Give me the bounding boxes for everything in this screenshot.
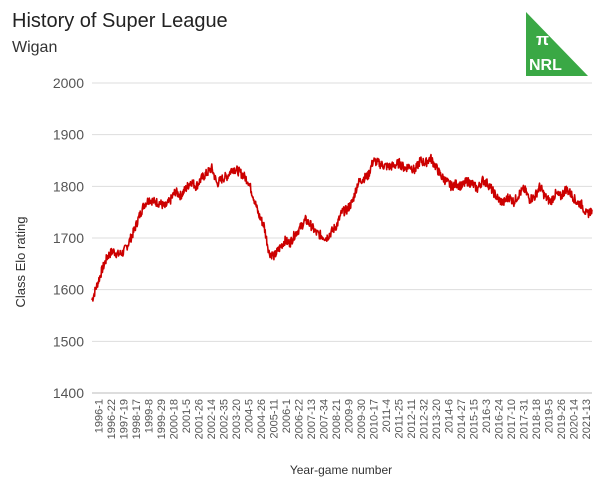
x-tick-label: 2006-22 [293,399,305,439]
x-tick-label: 2006-1 [281,399,293,433]
x-tick-label: 2009-30 [356,399,368,439]
x-tick-label: 2013-20 [431,399,443,439]
x-tick-label: 1999-8 [143,399,155,433]
x-tick-label: 2018-18 [531,399,543,439]
x-tick-label: 2002-35 [218,399,230,439]
y-tick-label: 1900 [53,127,84,143]
x-tick-label: 1996-22 [106,399,118,439]
logo-nrl: NRL [529,57,562,74]
x-tick-label: 2019-5 [543,399,555,433]
x-tick-label: 2011-4 [381,399,393,432]
x-axis: 1996-1 1996-22 1997-19 1998-17 1999-8 1999-29… [93,399,593,439]
chart-title: History of Super League [12,10,228,32]
y-tick-label: 2000 [53,75,84,91]
x-tick-label: 2015-15 [468,399,480,439]
y-axis: 1400 1500 1600 1700 1800 1900 2000 [53,75,84,401]
y-tick-label: 1700 [53,230,84,246]
x-axis-label: Year-game number [290,463,392,477]
x-tick-label: 2003-20 [231,399,243,439]
x-tick-label: 2012-32 [418,399,430,439]
x-tick-label: 2021-13 [581,399,593,439]
x-tick-label: 2007-13 [306,399,318,439]
x-tick-label: 2010-17 [368,399,380,439]
pinrl-logo-icon: π NRL [526,12,588,76]
x-tick-label: 2020-14 [568,399,580,439]
chart-gridlines [92,82,592,394]
y-tick-label: 1400 [53,385,84,401]
x-tick-label: 1997-19 [118,399,130,439]
x-tick-label: 2001-26 [193,399,205,439]
x-tick-label: 2008-21 [331,399,343,439]
x-tick-label: 1998-17 [131,399,143,439]
x-tick-label: 2004-5 [243,399,255,433]
x-tick-label: 2007-34 [318,399,330,439]
y-axis-label: Class Elo rating [13,216,28,307]
x-tick-label: 2017-31 [518,399,530,439]
y-tick-label: 1600 [53,282,84,298]
x-tick-label: 2001-5 [181,399,193,433]
x-tick-label: 1999-29 [156,399,168,439]
x-tick-label: 2014-27 [456,399,468,439]
series-line-wigan-elo [91,153,593,302]
x-tick-label: 2016-24 [493,399,505,439]
chart-subtitle: Wigan [12,39,58,56]
x-tick-label: 2012-11 [406,399,418,439]
x-tick-label: 2002-14 [206,399,218,439]
logo-pi: π [536,30,549,49]
x-tick-label: 1996-1 [93,399,105,433]
y-tick-label: 1800 [53,178,84,194]
x-tick-label: 2014-6 [443,399,455,433]
x-tick-label: 2005-11 [268,399,280,439]
x-tick-label: 2004-26 [256,399,268,439]
x-tick-label: 2017-10 [506,399,518,439]
x-tick-label: 2000-18 [168,399,180,439]
x-tick-label: 2011-25 [393,399,405,439]
x-tick-label: 2009-9 [343,399,355,433]
x-tick-label: 2019-26 [556,399,568,439]
x-tick-label: 2016-3 [481,399,493,433]
y-tick-label: 1500 [53,333,84,349]
